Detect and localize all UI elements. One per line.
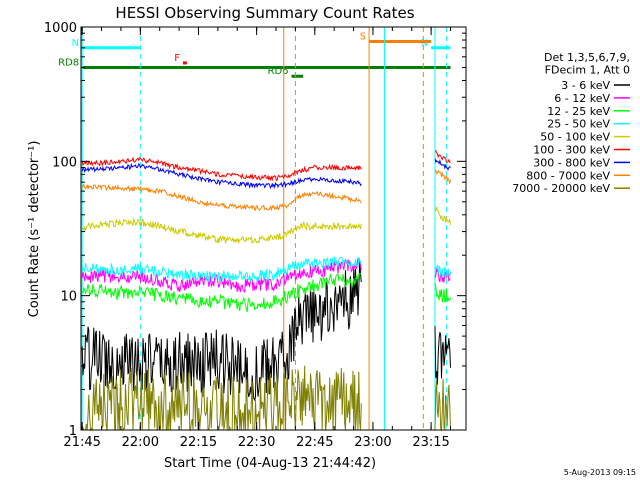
x-tick-label: 23:00 — [354, 435, 391, 450]
flag-label-s: S — [360, 31, 366, 42]
y-tick-label: 100 — [52, 155, 77, 170]
x-axis-label: Start Time (04-Aug-13 21:44:42) — [164, 456, 376, 471]
x-tick-label: 22:30 — [238, 435, 275, 450]
x-tick-label: 22:15 — [180, 435, 217, 450]
chart-title: HESSI Observing Summary Count Rates — [115, 4, 414, 22]
flag-label-rd8: RD8 — [58, 57, 79, 68]
y-axis-label: Count Rate (s⁻¹ detector⁻¹) — [27, 141, 42, 318]
series-line-12-25-kev — [434, 283, 451, 303]
legend: Det 1,3,5,6,7,9,FDecim 1, Att 0 3 - 6 keV… — [512, 51, 630, 195]
series-line-50-100-kev — [434, 206, 451, 226]
flag-label-n: N — [72, 38, 79, 49]
legend-entry-label: 3 - 6 keV — [561, 79, 610, 92]
series-line-50-100-kev — [81, 217, 362, 245]
flag-label-f: F — [174, 53, 180, 64]
flag-label-rd6: RD6 — [268, 66, 289, 77]
legend-header-line: Det 1,3,5,6,7,9, — [544, 51, 630, 64]
y-tick-label: 1 — [69, 424, 77, 439]
series-line-800-7000-kev — [434, 169, 451, 184]
series-layer — [81, 150, 451, 432]
x-tick-label: 21:45 — [63, 435, 100, 450]
flags-layer: N N S F RD6 RD8 — [58, 31, 451, 78]
flag-label-n: N — [421, 38, 428, 49]
x-tick-label: 22:00 — [122, 435, 159, 450]
series-line-6-12-kev — [81, 257, 362, 294]
series-line-3-6-kev — [434, 326, 451, 385]
legend-entry-label: 800 - 7000 keV — [526, 169, 610, 182]
y-tick-label: 10 — [60, 290, 77, 305]
series-line-7000-20000-kev — [434, 378, 451, 432]
series-line-12-25-kev — [81, 273, 362, 313]
series-line-100-300-kev — [81, 156, 362, 182]
vlines-layer — [81, 27, 448, 430]
y-tick-label: 1000 — [44, 21, 77, 36]
x-tick-label: 23:15 — [412, 435, 449, 450]
legend-entry-label: 6 - 12 keV — [554, 92, 610, 105]
legend-entry-label: 300 - 800 keV — [533, 156, 610, 169]
plot-frame — [80, 26, 467, 431]
legend-entry-label: 7000 - 20000 keV — [512, 182, 610, 195]
legend-header-line: FDecim 1, Att 0 — [545, 64, 630, 77]
series-line-300-800-kev — [434, 158, 451, 171]
legend-entry-label: 12 - 25 keV — [547, 105, 610, 118]
series-line-25-50-kev — [81, 256, 362, 283]
x-tick-label: 22:45 — [296, 435, 333, 450]
timestamp: 5-Aug-2013 09:15 — [564, 468, 636, 477]
legend-entry-label: 100 - 300 keV — [533, 144, 610, 157]
legend-entry-label: 50 - 100 keV — [540, 131, 610, 144]
series-line-3-6-kev — [81, 262, 362, 402]
axes-layer: 21:45 22:00 22:15 22:30 22:45 23:00 23:15 1 10 10… — [44, 21, 466, 450]
series-line-300-800-kev — [81, 162, 362, 190]
legend-entry-label: 25 - 50 keV — [547, 118, 610, 131]
series-line-25-50-kev — [434, 264, 451, 278]
series-line-800-7000-kev — [81, 183, 362, 212]
series-line-100-300-kev — [435, 150, 451, 164]
